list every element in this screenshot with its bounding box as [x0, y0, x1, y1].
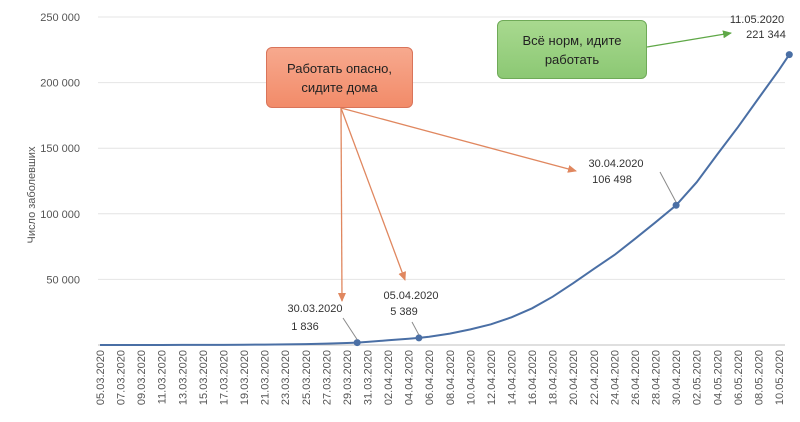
x-tick-label: 08.05.2020 [753, 350, 765, 405]
y-tick-label: 250 000 [40, 12, 80, 24]
x-tick-label: 25.03.2020 [301, 350, 313, 405]
x-tick-label: 05.03.2020 [95, 350, 107, 405]
x-tick-label: 06.04.2020 [424, 350, 436, 405]
gridlines [98, 16, 785, 280]
point-labels: 30.03.2020 1 836 05.04.2020 5 389 30.04.2020… [287, 14, 786, 340]
x-tick-label: 26.04.2020 [630, 350, 642, 405]
point-30-03-value: 1 836 [291, 321, 319, 333]
x-tick-label: 07.03.2020 [116, 350, 128, 405]
x-tick-label: 13.03.2020 [177, 350, 189, 405]
x-tick-label: 11.03.2020 [157, 350, 169, 404]
x-tick-label: 31.03.2020 [362, 350, 374, 405]
x-tick-label: 09.03.2020 [136, 350, 148, 405]
callout-go-work-line1: Всё норм, идите [522, 32, 622, 48]
x-tick-label: 12.04.2020 [486, 350, 498, 405]
x-tick-label: 17.03.2020 [218, 350, 230, 405]
point-30-03 [353, 339, 361, 347]
x-tick-label: 02.05.2020 [692, 350, 704, 405]
highlighted-points [353, 51, 793, 347]
y-axis-label: Число заболевших [26, 146, 38, 243]
point-30-04-leader [659, 171, 677, 203]
point-30-04 [672, 201, 680, 209]
x-tick-label: 22.04.2020 [589, 350, 601, 405]
callout-stay-home: Работать опасно, сидите дома [266, 47, 413, 108]
callout-arrows [337, 30, 732, 302]
x-tick-label: 02.04.2020 [383, 350, 395, 405]
x-tick-label: 10.05.2020 [774, 350, 786, 405]
x-tick-label: 10.04.2020 [465, 350, 477, 405]
x-tick-label: 08.04.2020 [445, 350, 457, 405]
x-tick-label: 04.05.2020 [712, 350, 724, 405]
x-tick-label: 16.04.2020 [527, 350, 539, 405]
x-tick-label: 27.03.2020 [321, 350, 333, 405]
callout-go-work: Всё норм, идите работать [497, 20, 647, 79]
x-tick-label: 28.04.2020 [651, 350, 663, 405]
y-tick-label: 200 000 [40, 78, 80, 90]
callout-go-work-line2: работать [544, 51, 600, 67]
y-tick-label: 50 000 [46, 274, 80, 286]
point-05-04-value: 5 389 [390, 306, 418, 318]
y-tick-label: 100 000 [40, 209, 80, 221]
point-05-04-leader [411, 321, 420, 336]
x-tick-label: 23.03.2020 [280, 350, 292, 405]
x-tick-label: 04.04.2020 [404, 350, 416, 405]
x-axis-ticks: 05.03.2020 07.03.2020 09.03.2020 11.03.2020… [95, 350, 786, 405]
x-tick-label: 20.04.2020 [568, 350, 580, 405]
arrow-to-30-04 [340, 107, 577, 173]
arrow-to-11-05 [646, 30, 732, 48]
x-tick-label: 06.05.2020 [733, 350, 745, 405]
x-tick-label: 19.03.2020 [239, 350, 251, 405]
callout-stay-home-line1: Работать опасно, [287, 60, 392, 76]
point-30-03-leader [342, 317, 358, 340]
point-30-04-value: 106 498 [592, 174, 632, 186]
x-tick-label: 15.03.2020 [198, 350, 210, 405]
y-tick-label: 150 000 [40, 143, 80, 155]
x-tick-label: 14.04.2020 [507, 350, 519, 405]
x-tick-label: 30.04.2020 [671, 350, 683, 405]
point-11-05 [785, 51, 793, 59]
point-11-05-date: 11.05.2020 [730, 14, 784, 26]
y-axis-ticks: 50 000 100 000 150 000 200 000 250 000 [40, 12, 80, 286]
arrow-to-05-04 [340, 107, 406, 281]
x-tick-label: 18.04.2020 [548, 350, 560, 405]
point-11-05-value: 221 344 [746, 29, 786, 41]
arrow-to-30-03 [337, 107, 346, 302]
point-05-04 [415, 334, 423, 342]
callout-stay-home-line2: сидите дома [301, 79, 378, 95]
x-tick-label: 29.03.2020 [342, 350, 354, 405]
point-30-03-date: 30.03.2020 [287, 303, 342, 315]
point-30-04-date: 30.04.2020 [588, 158, 643, 170]
point-05-04-date: 05.04.2020 [383, 290, 438, 302]
x-tick-label: 24.04.2020 [609, 350, 621, 405]
x-tick-label: 21.03.2020 [260, 350, 272, 405]
series-line [100, 54, 791, 346]
